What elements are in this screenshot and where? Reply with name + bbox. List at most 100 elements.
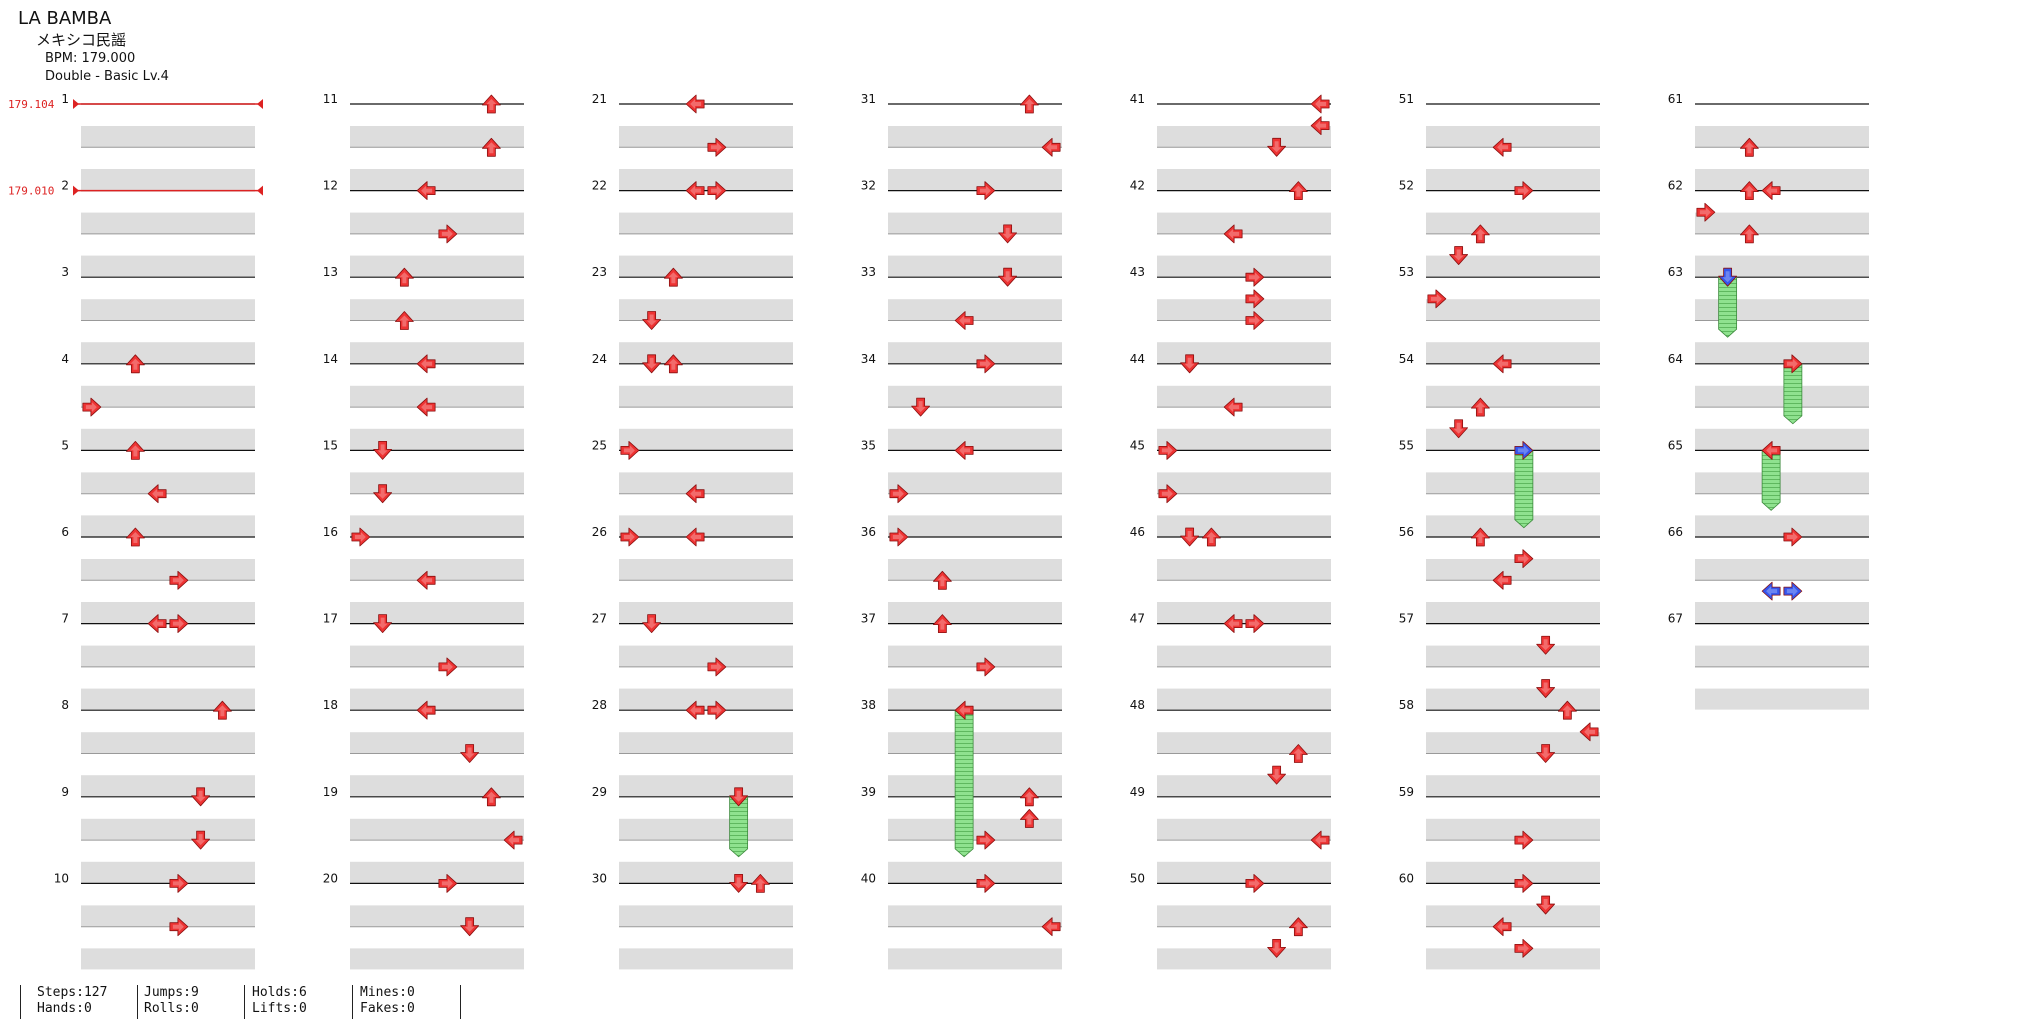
step-arrow-icon [685, 527, 705, 547]
beat-shade [888, 169, 1062, 190]
measure-number: 10 [54, 871, 69, 885]
beat-shade [81, 472, 255, 494]
beat-shade [350, 255, 524, 277]
step-arrow-icon [1267, 938, 1287, 958]
beat-shade [1426, 126, 1600, 147]
beat-shade [1157, 126, 1331, 147]
step-arrow-icon [147, 614, 167, 633]
beat-shade [1426, 645, 1600, 667]
beat-shade [81, 342, 255, 364]
beat-shade [350, 428, 524, 450]
step-arrow-icon [416, 354, 436, 374]
step-arrow-icon [169, 614, 189, 633]
beat-shade [888, 299, 1062, 321]
step-arrow-icon [169, 570, 189, 590]
beat-shade [619, 472, 793, 494]
beat-shade [1426, 602, 1600, 623]
beat-shade [1426, 342, 1600, 364]
step-arrow-icon [750, 874, 770, 893]
measure-number: 63 [1668, 265, 1683, 279]
measure-number: 47 [1130, 612, 1145, 626]
step-arrow-icon [416, 397, 436, 417]
measure-number: 25 [592, 438, 607, 452]
measure-number: 29 [592, 785, 607, 799]
step-arrow-icon [1470, 224, 1490, 244]
beat-shade [619, 299, 793, 321]
step-arrow-icon [1019, 94, 1039, 114]
measure-number: 15 [323, 438, 338, 452]
beat-shade [1695, 688, 1869, 710]
step-arrow-icon [351, 527, 371, 547]
beat-shade [81, 559, 255, 580]
step-arrow-icon [1245, 311, 1265, 330]
song-bpm: BPM: 179.000 [45, 51, 136, 66]
step-arrow-icon [1267, 765, 1287, 785]
step-arrow-icon [889, 484, 909, 504]
beat-shade [1426, 472, 1600, 494]
step-arrow-icon [1223, 397, 1243, 417]
beat-shade [619, 255, 793, 277]
beat-shade [888, 559, 1062, 580]
beat-shade [1157, 732, 1331, 754]
beat-shade [1157, 385, 1331, 407]
step-arrow-icon [729, 874, 749, 893]
step-arrow-icon [642, 614, 662, 633]
beat-shade [1157, 861, 1331, 883]
beat-shade [1157, 818, 1331, 840]
song-header: LA BAMBA メキシコ民謡 BPM: 179.000 Double - Ba… [18, 8, 169, 86]
beat-shade [1695, 645, 1869, 667]
measure-number: 48 [1130, 698, 1145, 712]
step-arrow-icon [1267, 137, 1287, 157]
measure-number: 28 [592, 698, 607, 712]
beat-shade [888, 255, 1062, 277]
step-arrow-icon [1288, 181, 1308, 201]
stat-hands: Hands:0 [37, 1001, 92, 1016]
beat-shade [1426, 948, 1600, 970]
bpm-change-marker: 179.104 [8, 98, 263, 111]
step-arrow-icon [1492, 354, 1512, 374]
measure-number: 46 [1130, 525, 1145, 539]
beat-shade [350, 602, 524, 623]
measure-number: 38 [861, 698, 876, 712]
step-arrow-icon [125, 354, 145, 374]
step-arrow-icon [998, 224, 1018, 244]
step-arrow-icon [191, 830, 211, 850]
step-arrow-icon [191, 787, 211, 807]
beat-shade [619, 428, 793, 450]
step-arrow-icon [707, 181, 727, 201]
step-arrow-alt-icon [1783, 581, 1803, 601]
beat-shade [1695, 299, 1869, 321]
beat-shade [1157, 255, 1331, 277]
step-arrow-icon [1449, 246, 1469, 265]
beat-shade [81, 515, 255, 537]
beat-shade [1426, 169, 1600, 190]
bpm-change-marker: 179.010 [8, 185, 263, 198]
step-arrow-icon [889, 527, 909, 547]
beat-shade [619, 169, 793, 190]
step-arrow-icon [1557, 700, 1577, 720]
step-arrow-icon [438, 224, 458, 244]
step-arrow-icon [1492, 917, 1512, 937]
step-arrow-icon [1514, 549, 1534, 569]
step-arrow-alt-icon [1718, 267, 1738, 287]
beat-shade [1695, 169, 1869, 190]
beat-shade [888, 126, 1062, 147]
beat-shade [1695, 212, 1869, 234]
step-arrow-icon [1761, 181, 1781, 201]
measure-number: 2 [61, 179, 69, 193]
beat-shade [1157, 299, 1331, 321]
beat-shade [1426, 385, 1600, 407]
beat-shade [1157, 515, 1331, 537]
beat-shade [1426, 515, 1600, 537]
step-arrow-icon [416, 570, 436, 590]
step-arrow-icon [1470, 397, 1490, 417]
step-arrow-icon [1514, 830, 1534, 850]
beat-shade [1157, 905, 1331, 927]
beat-shade [1157, 559, 1331, 580]
chart-difficulty: Double - Basic Lv.4 [45, 69, 169, 84]
step-arrow-icon [503, 830, 523, 850]
beat-shade [350, 126, 524, 147]
measure-number: 56 [1399, 525, 1414, 539]
measure-number: 53 [1399, 265, 1414, 279]
step-arrow-icon [729, 787, 749, 807]
